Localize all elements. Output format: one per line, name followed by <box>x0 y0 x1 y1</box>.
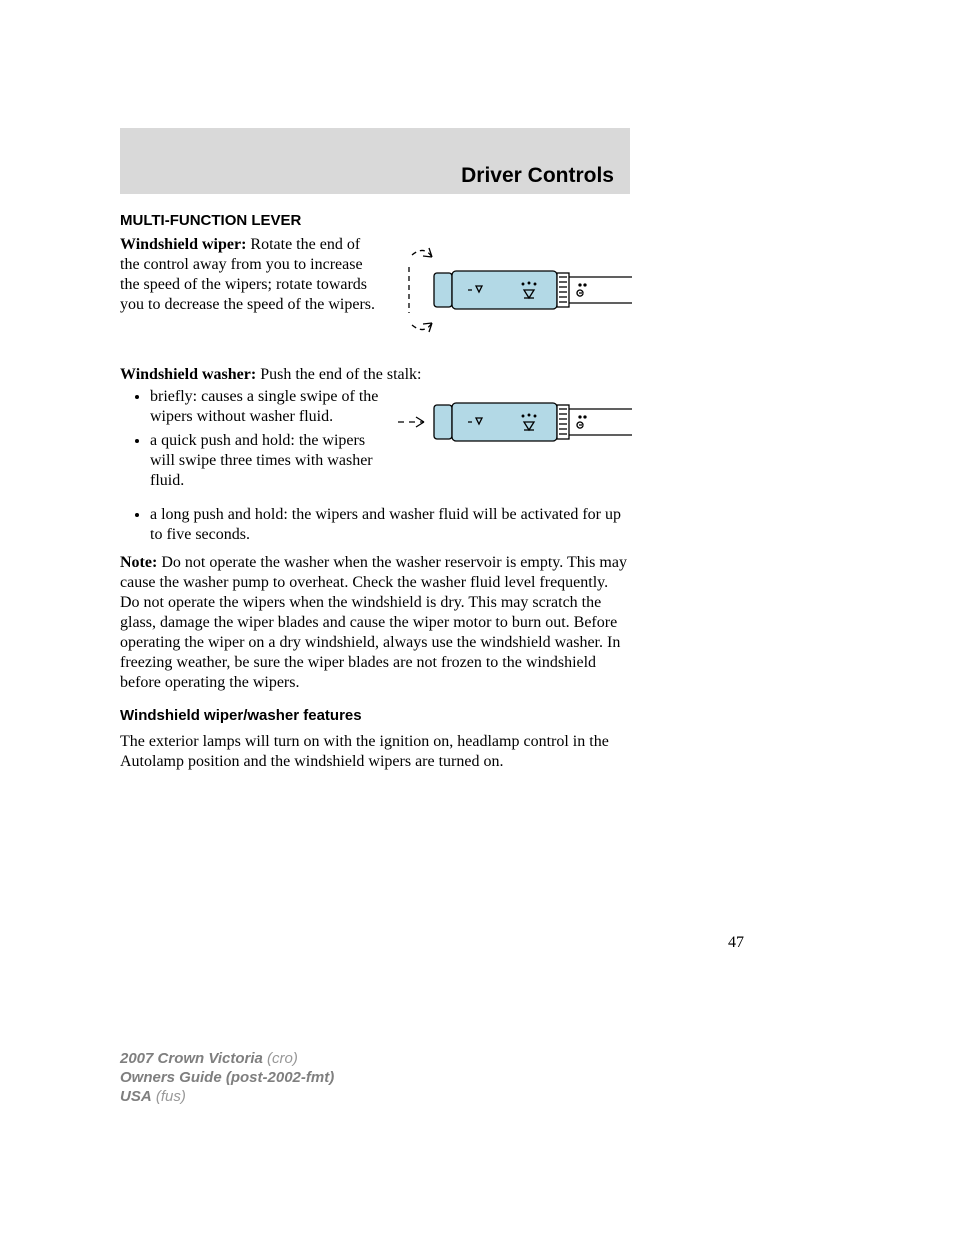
footer-region: USA <box>120 1088 152 1105</box>
page-number: 47 <box>728 934 744 952</box>
section-header-banner: Driver Controls <box>120 128 630 194</box>
note-text: Do not operate the washer when the washe… <box>120 554 627 691</box>
wiper-lever-push-figure <box>394 387 634 457</box>
features-paragraph: The exterior lamps will turn on with the… <box>120 732 630 772</box>
washer-bullet-list: briefly: causes a single swipe of the wi… <box>120 387 380 491</box>
footer: 2007 Crown Victoria (cro) Owners Guide (… <box>120 1050 334 1106</box>
heading-multi-function-lever: MULTI-FUNCTION LEVER <box>120 212 630 231</box>
washer-text: Push the end of the stalk: <box>256 366 421 383</box>
list-item: a long push and hold: the wipers and was… <box>150 505 630 545</box>
wiper-paragraph: Windshield wiper: Rotate the end of the … <box>120 235 380 315</box>
wiper-label: Windshield wiper: <box>120 236 246 253</box>
note-paragraph: Note: Do not operate the washer when the… <box>120 553 630 693</box>
note-label: Note: <box>120 554 157 571</box>
footer-model: 2007 Crown Victoria <box>120 1050 263 1067</box>
footer-code1: (cro) <box>263 1050 298 1067</box>
footer-line-2: Owners Guide (post-2002-fmt) <box>120 1069 334 1088</box>
footer-line-3: USA (fus) <box>120 1088 334 1107</box>
heading-features: Windshield wiper/washer features <box>120 707 630 726</box>
section-title: Driver Controls <box>461 164 614 188</box>
list-item: a quick push and hold: the wipers will s… <box>150 431 380 491</box>
washer-label: Windshield washer: <box>120 366 256 383</box>
list-item: briefly: causes a single swipe of the wi… <box>150 387 380 427</box>
footer-line-1: 2007 Crown Victoria (cro) <box>120 1050 334 1069</box>
washer-bullet-list-cont: a long push and hold: the wipers and was… <box>120 505 630 545</box>
wiper-lever-rotate-figure <box>394 235 634 355</box>
washer-paragraph: Windshield washer: Push the end of the s… <box>120 365 630 385</box>
footer-code2: (fus) <box>152 1088 186 1105</box>
